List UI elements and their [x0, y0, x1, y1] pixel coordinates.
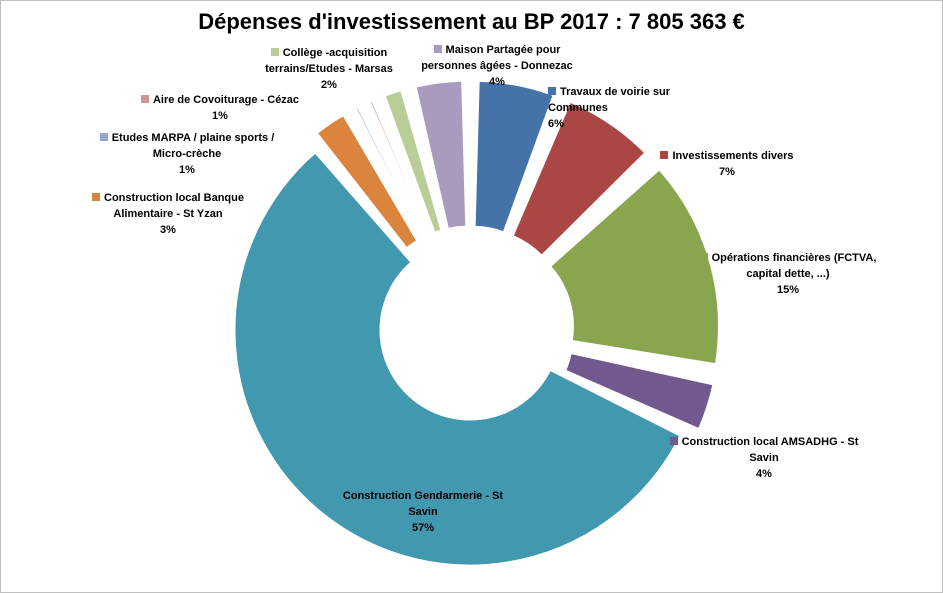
data-label-category: Opérations financières (FCTVA, capital d… — [711, 252, 877, 280]
data-label-category: Construction Gendarmerie - St Savin — [342, 490, 504, 518]
data-label-category: Collège -acquisition terrains/Etudes - M… — [265, 47, 393, 75]
data-label: Construction local Banque Alimentaire - … — [78, 190, 258, 238]
doughnut-slice — [415, 80, 467, 229]
data-label-percent: 6% — [548, 118, 564, 130]
legend-key-swatch — [660, 151, 669, 159]
data-label: Construction local AMSADHG - St Savin 4% — [664, 434, 864, 482]
legend-key-swatch — [92, 193, 101, 201]
data-label-percent: 7% — [719, 166, 735, 178]
data-label: Opérations financières (FCTVA, capital d… — [688, 250, 888, 298]
data-label: Aire de Covoiturage - Cézac 1% — [130, 92, 310, 124]
data-label: Investissements divers 7% — [652, 148, 802, 180]
legend-key-swatch — [548, 87, 556, 95]
data-label-category: Maison Partagée pour personnes âgées - D… — [421, 44, 573, 72]
chart-title: Dépenses d'investissement au BP 2017 : 7… — [198, 9, 745, 34]
data-label-percent: 1% — [212, 110, 228, 122]
doughnut-slice — [474, 80, 554, 233]
doughnut-slice — [550, 169, 719, 365]
doughnut-slice — [384, 90, 442, 233]
data-label: Construction Gendarmerie - St Savin 57% — [338, 488, 508, 536]
data-label-percent: 2% — [321, 79, 337, 91]
data-label-category: Investissements divers — [672, 150, 794, 162]
doughnut-slice — [512, 101, 646, 256]
data-label-percent: 57% — [411, 522, 435, 534]
doughnut-slice — [234, 152, 681, 566]
doughnut-slice — [369, 100, 430, 236]
data-label: Travaux de voirie sur Communes 6% — [548, 84, 708, 132]
data-label-percent: 15% — [776, 284, 800, 296]
data-label-category: Aire de Covoiturage - Cézac — [152, 94, 300, 106]
legend-key-swatch — [669, 437, 678, 445]
doughnut-slice — [316, 115, 418, 249]
data-label-percent: 1% — [179, 164, 195, 176]
doughnut-slice — [565, 353, 714, 430]
legend-key-swatch — [99, 133, 108, 141]
legend-key-swatch — [433, 45, 442, 53]
data-label-category: Construction local AMSADHG - St Savin — [681, 436, 859, 464]
data-label: Maison Partagée pour personnes âgées - D… — [412, 42, 582, 90]
data-label-percent: 3% — [160, 224, 176, 236]
data-label-category: Travaux de voirie sur Communes — [548, 86, 671, 114]
legend-key-swatch — [140, 95, 149, 103]
data-label: Etudes MARPA / plaine sports / Micro-crè… — [82, 130, 292, 178]
data-label-category: Construction local Banque Alimentaire - … — [104, 192, 244, 220]
data-label-percent: 4% — [756, 468, 772, 480]
data-label-percent: 4% — [489, 76, 505, 88]
data-label-category: Etudes MARPA / plaine sports / Micro-crè… — [111, 132, 275, 160]
data-label: Collège -acquisition terrains/Etudes - M… — [244, 45, 414, 93]
legend-key-swatch — [699, 253, 708, 261]
legend-key-swatch — [270, 48, 279, 56]
doughnut-slice — [355, 107, 424, 239]
